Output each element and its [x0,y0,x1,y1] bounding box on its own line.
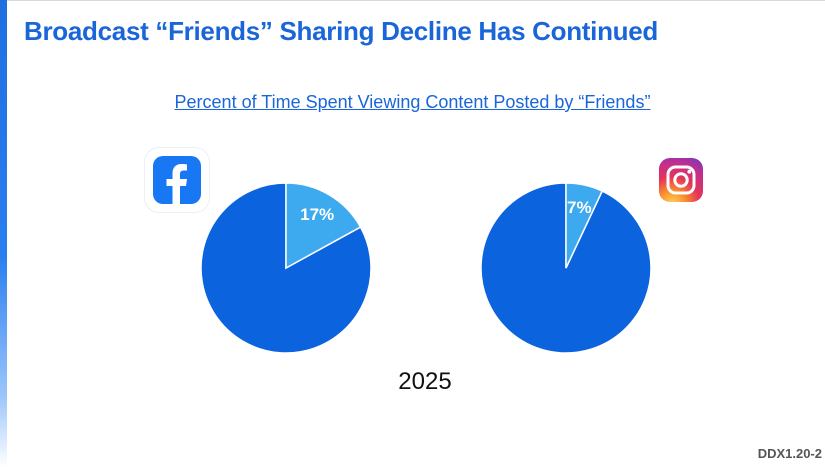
instagram-pie-data-label: 7% [567,198,592,217]
facebook-logo-icon [145,148,209,212]
chart-title: Percent of Time Spent Viewing Content Po… [174,92,651,112]
page-title: Broadcast “Friends” Sharing Decline Has … [24,16,658,46]
facebook-pie-friends-slice [285,182,362,270]
instagram-logo-icon [657,156,705,204]
instagram-pie-friends-slice [565,182,604,269]
accent-bar [0,0,7,467]
top-divider [7,0,825,1]
x-axis-label: 2025 [398,368,452,395]
footer-code: DDX1.20-2 [757,446,822,461]
facebook-pie-data-label: 17% [300,205,334,224]
